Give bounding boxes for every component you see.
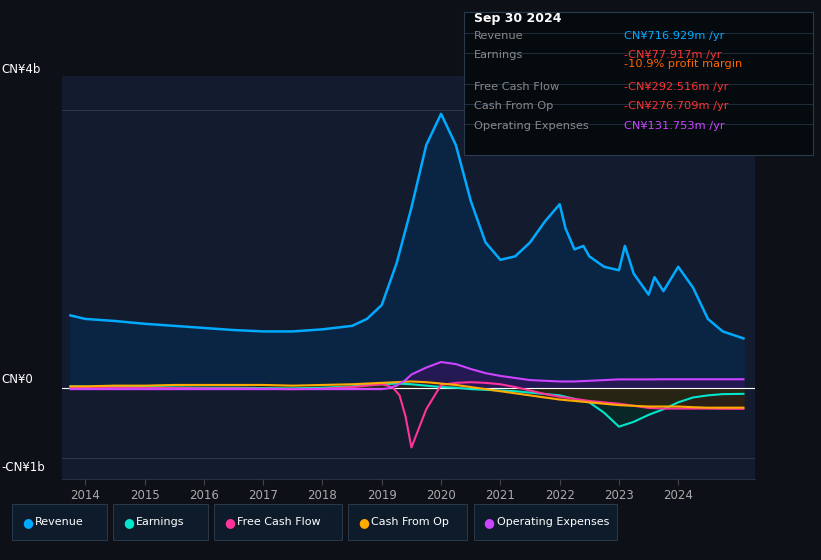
Text: ●: ● bbox=[484, 516, 494, 529]
Text: Free Cash Flow: Free Cash Flow bbox=[474, 82, 559, 91]
Text: Operating Expenses: Operating Expenses bbox=[497, 517, 609, 527]
Text: CN¥716.929m /yr: CN¥716.929m /yr bbox=[624, 31, 724, 41]
Text: CN¥131.753m /yr: CN¥131.753m /yr bbox=[624, 121, 725, 131]
Text: Earnings: Earnings bbox=[136, 517, 185, 527]
Text: -CN¥276.709m /yr: -CN¥276.709m /yr bbox=[624, 101, 728, 111]
Text: -10.9% profit margin: -10.9% profit margin bbox=[624, 59, 742, 69]
Text: Revenue: Revenue bbox=[474, 31, 523, 41]
Text: ●: ● bbox=[224, 516, 235, 529]
Text: ●: ● bbox=[22, 516, 33, 529]
Text: CN¥4b: CN¥4b bbox=[2, 63, 41, 76]
Text: -CN¥292.516m /yr: -CN¥292.516m /yr bbox=[624, 82, 728, 91]
Text: Free Cash Flow: Free Cash Flow bbox=[237, 517, 321, 527]
Text: ●: ● bbox=[358, 516, 369, 529]
Text: Revenue: Revenue bbox=[35, 517, 84, 527]
Text: -CN¥77.917m /yr: -CN¥77.917m /yr bbox=[624, 50, 722, 60]
Text: Cash From Op: Cash From Op bbox=[474, 101, 553, 111]
Text: CN¥0: CN¥0 bbox=[2, 372, 34, 386]
Text: -CN¥1b: -CN¥1b bbox=[2, 461, 45, 474]
Text: Earnings: Earnings bbox=[474, 50, 523, 60]
Text: ●: ● bbox=[123, 516, 134, 529]
Text: Operating Expenses: Operating Expenses bbox=[474, 121, 589, 131]
Text: Cash From Op: Cash From Op bbox=[371, 517, 449, 527]
Text: Sep 30 2024: Sep 30 2024 bbox=[474, 12, 562, 25]
